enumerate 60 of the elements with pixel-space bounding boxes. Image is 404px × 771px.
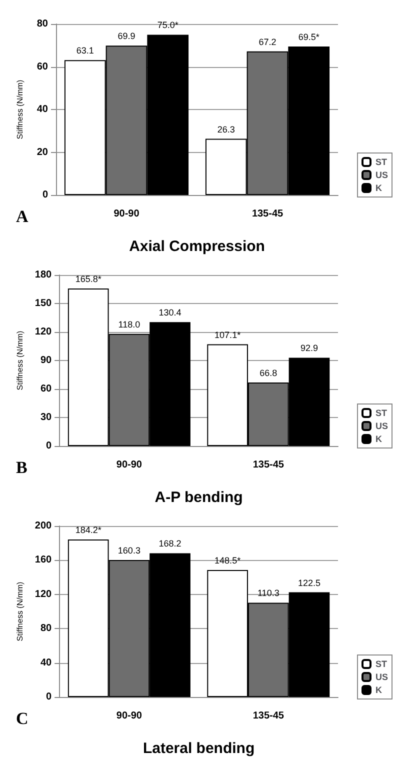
y-tick-label: 0 (42, 190, 48, 200)
y-tick-label: 0 (46, 440, 52, 452)
y-tick-label: 60 (40, 384, 52, 394)
y-tick-label: 120 (34, 588, 52, 600)
text: B (16, 458, 28, 477)
y-axis-title: Stiffness (N/mm) (16, 581, 24, 642)
x-tick-label: 90-90 (116, 710, 142, 722)
x-axis-title: Axial Compression (129, 238, 265, 255)
data-label: 122.5 (298, 578, 320, 588)
x-tick-label: 90-90 (116, 460, 142, 470)
y-tick-label: 80 (40, 623, 52, 634)
y-tick-label: 60 (36, 61, 48, 72)
x-axis-title: Lateral bending (142, 740, 255, 757)
data-label: 107.1* (214, 330, 242, 340)
text: A (16, 207, 29, 226)
legend-label: US (376, 421, 388, 431)
data-label: 26.3 (217, 124, 235, 134)
legend-label: ST (376, 408, 388, 418)
data-label: 148.5* (214, 556, 242, 566)
y-tick-label: 20 (36, 146, 48, 158)
y-tick-label: 150 (34, 298, 52, 309)
legend-label: US (376, 170, 388, 180)
legend-label: US (376, 672, 388, 682)
y-tick-label: 200 (34, 520, 52, 532)
y-tick-label: 90 (40, 355, 52, 366)
data-label: 92.9 (300, 343, 318, 354)
x-tick-label: 135-45 (252, 208, 284, 220)
data-label: 168.2 (158, 538, 182, 549)
x-tick-label: 135-45 (252, 710, 284, 722)
x-tick-label: 135-45 (252, 460, 284, 470)
text: C (16, 709, 28, 728)
legend-label: ST (376, 157, 388, 167)
y-axis-title: Stiffness (N/mm) (16, 330, 24, 390)
y-tick-label: 120 (34, 326, 52, 338)
data-label: 63.1 (76, 46, 94, 56)
y-tick-label: 40 (40, 657, 52, 668)
x-axis-title: A-P bending (154, 489, 243, 506)
data-label: 184.2* (75, 525, 102, 536)
legend-label: K (376, 434, 382, 444)
x-tick-label: 90-90 (114, 208, 140, 220)
data-label: 67.2 (258, 36, 276, 47)
data-label: 69.5* (298, 32, 320, 42)
y-tick-label: 0 (46, 692, 52, 702)
data-label: 110.3 (257, 588, 280, 598)
y-tick-label: 160 (34, 554, 52, 566)
data-label: 75.0* (157, 20, 179, 30)
y-axis-title: Stiffness (N/mm) (16, 79, 24, 140)
legend-label: ST (376, 659, 388, 669)
data-label: 160.3 (118, 545, 140, 556)
y-tick-label: 30 (40, 412, 52, 423)
data-label: 66.8 (260, 368, 278, 378)
data-label: 165.8* (75, 274, 102, 284)
legend-label: K (376, 183, 382, 193)
data-label: 130.4 (158, 308, 182, 318)
y-tick-label: 40 (36, 104, 48, 115)
data-label: 118.0 (118, 319, 140, 330)
y-tick-label: 80 (36, 18, 48, 30)
data-label: 69.9 (118, 31, 136, 42)
y-tick-label: 180 (34, 270, 52, 280)
legend-label: K (376, 685, 382, 695)
